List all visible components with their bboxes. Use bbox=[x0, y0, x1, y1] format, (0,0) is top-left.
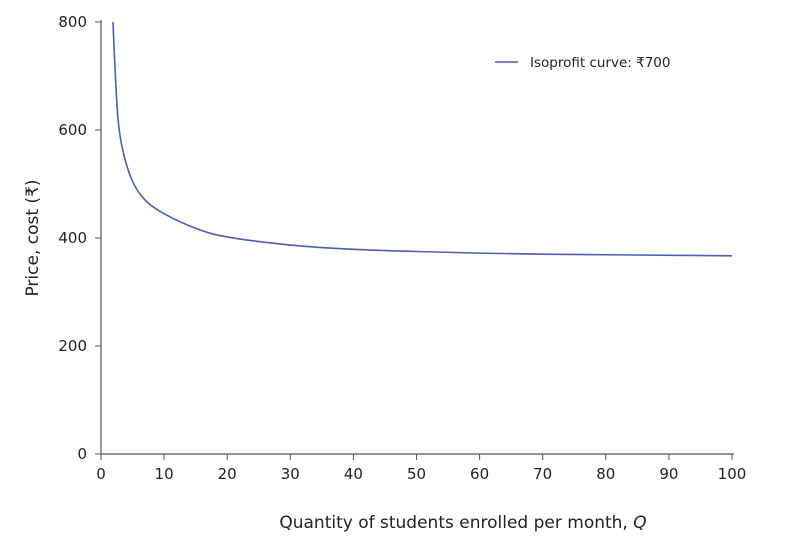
isoprofit-curve bbox=[112, 21, 733, 257]
series bbox=[112, 21, 733, 257]
x-axis-label-text: Quantity of students enrolled per month, bbox=[279, 513, 633, 533]
x-tick-label: 60 bbox=[470, 465, 489, 483]
x-tick-label: 0 bbox=[96, 465, 106, 483]
legend-label: Isoprofit curve: ₹700 bbox=[530, 55, 670, 71]
x-tick-label: 80 bbox=[596, 465, 615, 483]
legend: Isoprofit curve: ₹700 bbox=[495, 55, 670, 71]
x-tick-label: 90 bbox=[659, 465, 678, 483]
x-tick-label: 20 bbox=[218, 465, 237, 483]
y-tick-label: 400 bbox=[58, 229, 87, 247]
x-axis-label-var: Q bbox=[633, 513, 646, 533]
y-tick-label: 0 bbox=[77, 445, 87, 463]
x-tick-label: 70 bbox=[533, 465, 552, 483]
axes: 0 10 20 30 40 50 60 70 80 90 100 0 200 400 600 800 bbox=[58, 13, 746, 483]
x-tick-label: 50 bbox=[407, 465, 426, 483]
x-tick-label: 10 bbox=[155, 465, 174, 483]
y-axis-label: Price, cost (₹) bbox=[23, 179, 43, 296]
x-tick-label: 30 bbox=[281, 465, 300, 483]
y-tick-label: 800 bbox=[58, 13, 87, 31]
x-tick-label: 40 bbox=[344, 465, 363, 483]
y-tick-label: 600 bbox=[58, 121, 87, 139]
x-tick-label: 100 bbox=[718, 465, 747, 483]
y-tick-label: 200 bbox=[58, 337, 87, 355]
x-axis-label: Quantity of students enrolled per month,… bbox=[279, 513, 646, 533]
